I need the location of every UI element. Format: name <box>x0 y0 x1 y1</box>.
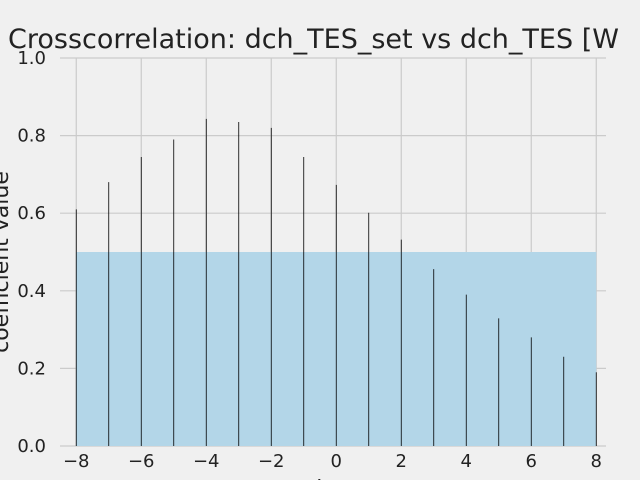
x-tick-label: 6 <box>526 451 537 472</box>
x-tick-label: −4 <box>193 451 220 472</box>
x-tick-label: −2 <box>258 451 285 472</box>
y-tick-label: 0.4 <box>17 281 46 302</box>
chart-title: Crosscorrelation: dch_TES_set vs dch_TES… <box>8 24 619 55</box>
x-tick-labels: −8 −6 −4 −2 0 2 4 6 8 <box>63 451 602 472</box>
y-tick-label: 0.0 <box>17 436 46 457</box>
x-tick-label: 4 <box>461 451 472 472</box>
y-tick-label: 0.8 <box>17 126 46 147</box>
x-tick-label: 8 <box>591 451 602 472</box>
x-axis-label: lag <box>316 477 350 480</box>
bars <box>75 118 597 446</box>
x-tick-label: −6 <box>128 451 155 472</box>
y-tick-label: 0.6 <box>17 203 46 224</box>
y-tick-labels: 0.0 0.2 0.4 0.6 0.8 1.0 <box>17 48 46 457</box>
y-axis-label: coefficient value <box>0 171 14 353</box>
x-tick-label: −8 <box>63 451 90 472</box>
x-tick-label: 0 <box>331 451 342 472</box>
y-tick-label: 1.0 <box>17 48 46 69</box>
x-tick-label: 2 <box>396 451 407 472</box>
y-tick-label: 0.2 <box>17 358 46 379</box>
